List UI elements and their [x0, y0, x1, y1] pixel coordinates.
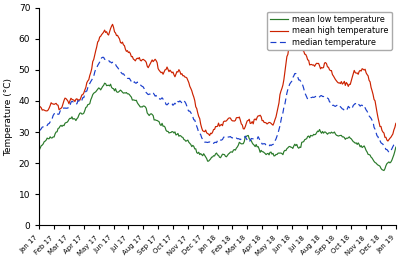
median temperature — [100, 56, 105, 59]
Legend: mean low temperature, mean high temperature, median temperature: mean low temperature, mean high temperat… — [267, 12, 392, 50]
median temperature — [261, 142, 266, 145]
mean high temperature — [351, 72, 356, 75]
median temperature — [253, 138, 258, 141]
Line: mean high temperature: mean high temperature — [39, 24, 396, 141]
median temperature — [386, 151, 391, 154]
mean high temperature — [253, 117, 258, 121]
mean low temperature — [253, 145, 258, 148]
mean high temperature — [261, 119, 266, 122]
mean low temperature — [241, 142, 246, 145]
median temperature — [37, 128, 42, 132]
mean low temperature — [37, 149, 42, 152]
median temperature — [104, 58, 109, 62]
Y-axis label: Temperature (°C): Temperature (°C) — [4, 78, 13, 156]
mean low temperature — [394, 146, 398, 149]
mean high temperature — [386, 139, 390, 143]
median temperature — [351, 104, 356, 107]
mean low temperature — [382, 169, 386, 172]
mean high temperature — [103, 31, 108, 34]
mean high temperature — [110, 23, 115, 26]
Line: median temperature: median temperature — [39, 57, 396, 152]
Line: mean low temperature: mean low temperature — [39, 83, 396, 170]
median temperature — [47, 122, 52, 125]
mean high temperature — [37, 105, 42, 109]
mean low temperature — [351, 140, 356, 143]
mean low temperature — [104, 84, 109, 87]
mean high temperature — [394, 122, 398, 125]
mean low temperature — [47, 137, 52, 140]
mean high temperature — [241, 127, 246, 130]
mean high temperature — [47, 106, 52, 110]
mean low temperature — [102, 82, 107, 85]
median temperature — [241, 136, 246, 139]
median temperature — [394, 141, 398, 144]
mean low temperature — [261, 150, 266, 153]
